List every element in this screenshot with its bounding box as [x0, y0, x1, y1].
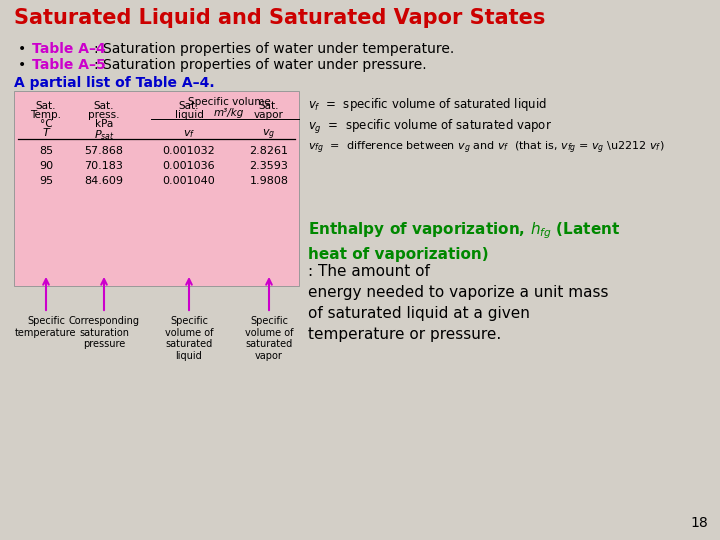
Text: 18: 18 — [690, 516, 708, 530]
Text: : Saturation properties of water under pressure.: : Saturation properties of water under p… — [94, 58, 427, 72]
Text: °C: °C — [40, 119, 53, 129]
Text: 57.868: 57.868 — [84, 146, 124, 156]
Text: $v_g$  =  specific volume of saturated vapor: $v_g$ = specific volume of saturated vap… — [308, 118, 552, 136]
Text: : The amount of
energy needed to vaporize a unit mass
of saturated liquid at a g: : The amount of energy needed to vaporiz… — [308, 264, 608, 342]
Text: Temp.: Temp. — [30, 110, 61, 120]
Text: 0.001036: 0.001036 — [163, 161, 215, 171]
Text: Specific
volume of
saturated
liquid: Specific volume of saturated liquid — [165, 316, 213, 361]
Text: Enthalpy of vaporization, $h_{fg}$ (Latent
heat of vaporization): Enthalpy of vaporization, $h_{fg}$ (Late… — [308, 220, 621, 261]
Text: $v_f$  =  specific volume of saturated liquid: $v_f$ = specific volume of saturated liq… — [308, 96, 547, 113]
Text: 95: 95 — [39, 176, 53, 186]
Text: : Saturation properties of water under temperature.: : Saturation properties of water under t… — [94, 42, 454, 56]
Text: Sat.: Sat. — [179, 101, 199, 111]
Text: Sat.: Sat. — [94, 101, 114, 111]
Text: 90: 90 — [39, 161, 53, 171]
Text: liquid: liquid — [174, 110, 204, 120]
Text: Sat.: Sat. — [36, 101, 56, 111]
Text: 70.183: 70.183 — [84, 161, 123, 171]
Bar — [14, 91, 299, 286]
Text: kPa: kPa — [95, 119, 113, 129]
Text: Sat.: Sat. — [258, 101, 279, 111]
Text: A partial list of Table A–4.: A partial list of Table A–4. — [14, 76, 215, 90]
Text: 0.001032: 0.001032 — [163, 146, 215, 156]
Text: 2.8261: 2.8261 — [250, 146, 289, 156]
Text: 1.9808: 1.9808 — [250, 176, 289, 186]
Text: $v_{fg}$  =  difference between $v_g$ and $v_f$  (that is, $v_{fg}$ = $v_g$ \u22: $v_{fg}$ = difference between $v_g$ and … — [308, 140, 665, 157]
Text: 85: 85 — [39, 146, 53, 156]
Text: Specific
volume of
saturated
vapor: Specific volume of saturated vapor — [245, 316, 293, 361]
Text: Specific
temperature: Specific temperature — [15, 316, 77, 338]
Text: Saturated Liquid and Saturated Vapor States: Saturated Liquid and Saturated Vapor Sta… — [14, 8, 545, 28]
Text: vapor: vapor — [254, 110, 284, 120]
Text: •: • — [18, 58, 26, 72]
Text: 2.3593: 2.3593 — [250, 161, 289, 171]
Text: •: • — [18, 42, 26, 56]
Text: 84.609: 84.609 — [84, 176, 124, 186]
Text: T: T — [42, 128, 50, 138]
Text: 0.001040: 0.001040 — [163, 176, 215, 186]
Text: press.: press. — [89, 110, 120, 120]
Text: Table A–4: Table A–4 — [32, 42, 106, 56]
Text: m³/kg: m³/kg — [214, 108, 244, 118]
Text: $P_{sat}$: $P_{sat}$ — [94, 128, 114, 142]
Text: $v_f$: $v_f$ — [183, 128, 195, 140]
Text: Table A–5: Table A–5 — [32, 58, 106, 72]
Text: Corresponding
saturation
pressure: Corresponding saturation pressure — [68, 316, 140, 349]
Text: Specific volume: Specific volume — [188, 97, 271, 107]
Text: $v_g$: $v_g$ — [262, 128, 276, 143]
